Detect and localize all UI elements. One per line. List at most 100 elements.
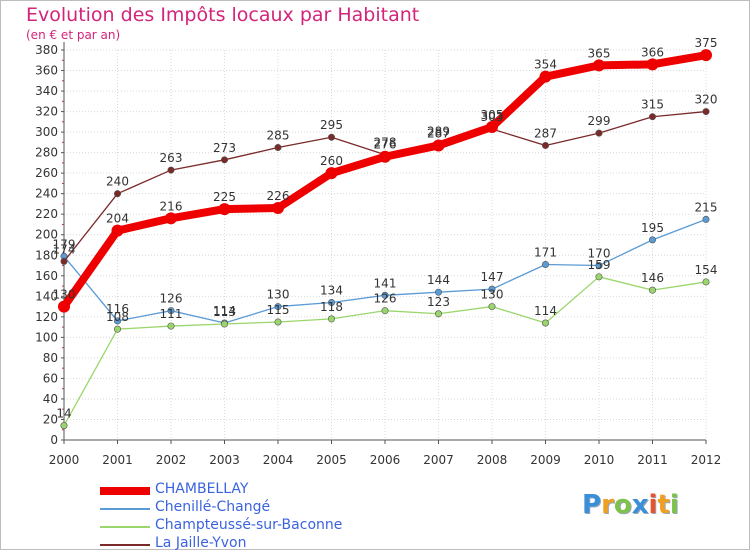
data-label-chambellay: 204 bbox=[106, 212, 129, 226]
data-point-la-jaille-yvon bbox=[595, 129, 603, 137]
data-point-champteuss-sur-baconne bbox=[648, 286, 656, 294]
legend-swatch bbox=[100, 544, 150, 546]
data-point-chambellay bbox=[165, 212, 177, 225]
data-label-chenill-chang-: 114 bbox=[213, 304, 236, 318]
data-label-chambellay: 225 bbox=[213, 190, 236, 204]
data-point-chenill-chang- bbox=[167, 307, 175, 315]
x-tick-label: 2011 bbox=[637, 453, 668, 467]
data-label-chenill-chang-: 126 bbox=[160, 292, 183, 306]
data-point-chenill-chang- bbox=[541, 260, 549, 268]
data-label-chenill-chang-: 141 bbox=[374, 276, 397, 290]
proxiti-logo: Proxiti bbox=[582, 490, 679, 520]
data-label-champteuss-sur-baconne: 123 bbox=[427, 295, 450, 309]
x-tick-label: 2012 bbox=[691, 453, 722, 467]
legend-swatch bbox=[100, 508, 150, 510]
data-label-la-jaille-yvon: 315 bbox=[641, 98, 664, 112]
data-point-chambellay bbox=[432, 139, 445, 152]
data-label-chambellay: 365 bbox=[588, 46, 611, 60]
data-point-la-jaille-yvon bbox=[648, 113, 656, 121]
logo-letter: P bbox=[582, 490, 602, 520]
data-point-champteuss-sur-baconne bbox=[434, 310, 442, 318]
data-point-champteuss-sur-baconne bbox=[541, 319, 549, 327]
data-point-chenill-chang- bbox=[488, 285, 496, 293]
y-tick-label: 160 bbox=[35, 269, 58, 283]
data-point-chambellay bbox=[111, 224, 124, 237]
x-tick-label: 2002 bbox=[156, 453, 187, 467]
data-label-chenill-chang-: 179 bbox=[53, 237, 76, 251]
y-tick-label: 180 bbox=[35, 248, 58, 262]
data-point-chambellay bbox=[593, 59, 605, 72]
y-tick-label: 140 bbox=[35, 289, 58, 303]
data-point-chenill-chang- bbox=[434, 288, 442, 296]
x-tick-label: 2010 bbox=[584, 453, 615, 467]
legend-swatch bbox=[100, 526, 150, 528]
x-tick-label: 2006 bbox=[370, 453, 401, 467]
data-point-la-jaille-yvon bbox=[274, 144, 282, 152]
data-point-champteuss-sur-baconne bbox=[595, 273, 603, 281]
legend-label: La Jaille-Yvon bbox=[155, 535, 247, 551]
data-label-chambellay: 216 bbox=[160, 199, 183, 213]
data-point-champteuss-sur-baconne bbox=[381, 307, 389, 315]
data-point-chenill-chang- bbox=[381, 291, 389, 299]
data-label-chambellay: 276 bbox=[374, 138, 397, 152]
data-label-chambellay: 287 bbox=[427, 126, 450, 140]
data-label-chambellay: 130 bbox=[53, 288, 76, 302]
data-point-chenill-chang- bbox=[327, 298, 335, 306]
y-tick-label: 60 bbox=[43, 371, 58, 385]
y-tick-label: 360 bbox=[35, 64, 58, 78]
x-tick-label: 2000 bbox=[49, 453, 80, 467]
data-point-chambellay bbox=[272, 202, 284, 215]
data-point-la-jaille-yvon bbox=[221, 156, 229, 164]
data-label-champteuss-sur-baconne: 159 bbox=[588, 258, 611, 272]
data-point-chenill-chang- bbox=[114, 317, 122, 325]
data-label-champteuss-sur-baconne: 146 bbox=[641, 271, 664, 285]
data-label-chenill-chang-: 147 bbox=[481, 270, 504, 284]
data-point-champteuss-sur-baconne bbox=[488, 303, 496, 311]
data-point-chenill-chang- bbox=[648, 236, 656, 244]
logo-letter: r bbox=[601, 490, 614, 520]
data-label-champteuss-sur-baconne: 126 bbox=[374, 292, 397, 306]
data-point-la-jaille-yvon bbox=[702, 108, 710, 116]
data-point-chenill-chang- bbox=[595, 262, 603, 270]
data-label-chenill-chang-: 171 bbox=[534, 246, 557, 260]
y-tick-label: 340 bbox=[35, 84, 58, 98]
data-label-champteuss-sur-baconne: 115 bbox=[267, 303, 290, 317]
logo-letter: t bbox=[657, 490, 670, 520]
data-label-la-jaille-yvon: 320 bbox=[695, 93, 718, 107]
data-label-chambellay: 260 bbox=[320, 154, 343, 168]
logo-letter: i bbox=[648, 490, 658, 520]
data-point-champteuss-sur-baconne bbox=[114, 325, 122, 333]
data-label-la-jaille-yvon: 289 bbox=[427, 124, 450, 138]
data-label-la-jaille-yvon: 263 bbox=[160, 151, 183, 165]
legend-label: Chenillé-Changé bbox=[155, 499, 271, 515]
y-tick-label: 100 bbox=[35, 330, 58, 344]
data-point-chambellay bbox=[218, 203, 231, 216]
data-label-champteuss-sur-baconne: 111 bbox=[160, 307, 183, 321]
data-point-chambellay bbox=[539, 70, 552, 83]
data-point-chambellay bbox=[58, 300, 70, 313]
x-tick-label: 2003 bbox=[209, 453, 240, 467]
data-label-chenill-chang-: 170 bbox=[588, 247, 611, 261]
x-tick-label: 2004 bbox=[263, 453, 294, 467]
logo-letter: i bbox=[669, 490, 679, 520]
data-point-champteuss-sur-baconne bbox=[60, 422, 68, 430]
data-point-chenill-chang- bbox=[702, 215, 710, 223]
data-point-la-jaille-yvon bbox=[167, 166, 175, 174]
data-point-champteuss-sur-baconne bbox=[167, 322, 175, 330]
data-point-chambellay bbox=[646, 58, 659, 71]
y-tick-label: 380 bbox=[35, 43, 58, 57]
data-label-chenill-chang-: 134 bbox=[320, 283, 343, 297]
data-labels: 179 116 126 114 130 134 141 144 147 171 170 195 215 1… bbox=[53, 36, 718, 421]
data-point-champteuss-sur-baconne bbox=[327, 315, 335, 323]
y-tick-label: 300 bbox=[35, 125, 58, 139]
data-label-chenill-chang-: 215 bbox=[695, 200, 718, 214]
y-tick-label: 240 bbox=[35, 187, 58, 201]
y-tick-label: 120 bbox=[35, 310, 58, 324]
data-label-chambellay: 226 bbox=[267, 189, 290, 203]
axes: 0 20 40 60 80 100 120 140 160 180 200 220 240 260 280 3… bbox=[35, 42, 721, 467]
y-tick-label: 280 bbox=[35, 146, 58, 160]
data-point-chambellay bbox=[325, 167, 338, 180]
data-point-champteuss-sur-baconne bbox=[274, 318, 282, 326]
y-tick-label: 0 bbox=[50, 433, 58, 447]
series-group bbox=[58, 49, 712, 430]
